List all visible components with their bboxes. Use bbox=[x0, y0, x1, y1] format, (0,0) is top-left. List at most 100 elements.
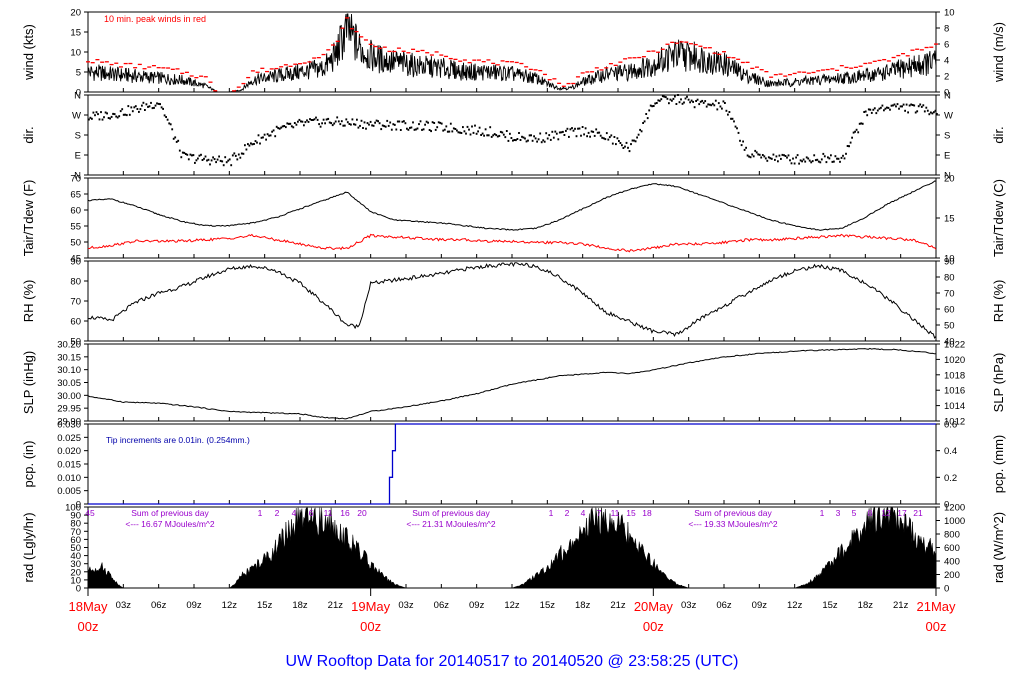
dir-point bbox=[248, 144, 251, 147]
precip-ylabel-left: pcp. (in) bbox=[21, 441, 36, 488]
rad-hour-label: 20 bbox=[357, 508, 367, 518]
dir-point bbox=[271, 130, 273, 133]
rh-ytick-label-left: 80 bbox=[70, 277, 81, 288]
temp-ytick-label-right: 10 bbox=[944, 254, 955, 265]
dir-point bbox=[578, 127, 581, 130]
dir-point bbox=[415, 128, 417, 131]
dir-point bbox=[828, 157, 831, 160]
dir-point bbox=[802, 158, 805, 161]
dir-point bbox=[156, 102, 158, 105]
dir-point bbox=[275, 125, 278, 128]
slp-ytick-label-left: 30.15 bbox=[57, 352, 81, 363]
dir-point bbox=[722, 100, 725, 103]
dir-point bbox=[513, 139, 516, 141]
dir-point bbox=[615, 143, 617, 146]
dir-point bbox=[445, 125, 448, 128]
dir-point bbox=[704, 100, 707, 103]
rad-hour-label: 17 bbox=[897, 508, 907, 518]
rad-ytick-label-right: 200 bbox=[944, 570, 960, 581]
time-axis: 03z 06z 09z 12z 15z 18z 21z 03z 06z 09z 12z 15z 18z 2… bbox=[68, 588, 956, 634]
dir-ytick-label-left: N bbox=[74, 91, 81, 102]
dir-point bbox=[304, 121, 307, 124]
dir-point bbox=[540, 141, 543, 144]
x-tick-label: 15z bbox=[540, 600, 556, 611]
dir-point bbox=[512, 139, 514, 142]
rad-hour-label: 8 bbox=[868, 508, 873, 518]
dir-point bbox=[792, 157, 794, 160]
dir-point bbox=[705, 105, 708, 108]
dir-point bbox=[331, 124, 334, 127]
dir-point bbox=[369, 120, 372, 123]
tair-series-line bbox=[87, 180, 937, 231]
slp-ytick-label-left: 30.20 bbox=[57, 340, 81, 351]
dir-point bbox=[530, 134, 532, 137]
x-tick-label: 03z bbox=[681, 600, 697, 611]
dir-point bbox=[280, 126, 283, 129]
dir-point bbox=[849, 141, 852, 144]
dir-point bbox=[122, 113, 125, 116]
dir-point bbox=[424, 123, 426, 126]
dir-point bbox=[395, 128, 398, 131]
dir-point bbox=[191, 154, 193, 157]
date-label-day: 18May bbox=[68, 599, 108, 614]
dir-point bbox=[216, 158, 219, 161]
dir-point bbox=[345, 118, 348, 121]
dir-point bbox=[711, 102, 714, 105]
wind-ytick-label-right: 0 bbox=[944, 88, 949, 99]
rad-ytick-label-left: 60 bbox=[70, 535, 81, 546]
rh-frame bbox=[87, 260, 937, 342]
dir-point bbox=[627, 146, 629, 149]
x-tick-label: 03z bbox=[398, 600, 414, 611]
dir-point bbox=[725, 109, 728, 112]
dir-point bbox=[181, 151, 184, 154]
dir-point bbox=[310, 119, 313, 121]
dir-point bbox=[383, 125, 386, 128]
dir-point bbox=[124, 113, 127, 116]
dir-point bbox=[716, 108, 719, 111]
dir-point bbox=[104, 111, 107, 114]
dir-point bbox=[253, 143, 255, 145]
dir-point bbox=[509, 132, 511, 135]
dir-point bbox=[340, 120, 343, 123]
dir-point bbox=[150, 101, 152, 104]
dir-point bbox=[933, 111, 935, 114]
dir-point bbox=[236, 158, 239, 161]
dir-point bbox=[607, 138, 610, 141]
dir-point bbox=[406, 127, 408, 130]
dir-point bbox=[749, 156, 752, 159]
slp-ytick-label-right: 1022 bbox=[944, 340, 965, 351]
dir-point bbox=[569, 128, 572, 131]
rad-sum-label: Sum of previous day bbox=[694, 508, 772, 518]
rad-ytick-label-right: 1000 bbox=[944, 516, 965, 527]
dir-point bbox=[301, 120, 304, 123]
dir-point bbox=[219, 159, 222, 162]
dir-point bbox=[827, 156, 829, 159]
dir-point bbox=[95, 111, 98, 114]
rad-sum-label: Sum of previous day bbox=[412, 508, 490, 518]
dir-point bbox=[861, 122, 864, 125]
dir-point bbox=[92, 111, 95, 114]
dir-point bbox=[343, 124, 346, 127]
dir-point bbox=[171, 128, 174, 131]
dir-point bbox=[210, 159, 213, 162]
dir-point bbox=[440, 122, 443, 125]
dir-point bbox=[303, 124, 305, 127]
dir-point bbox=[654, 102, 657, 105]
dir-point bbox=[403, 120, 405, 123]
dir-point bbox=[337, 120, 340, 123]
dir-point bbox=[433, 122, 436, 124]
dir-point bbox=[192, 154, 195, 157]
dir-point bbox=[287, 122, 290, 125]
dir-point bbox=[374, 121, 376, 124]
dir-point bbox=[327, 117, 330, 120]
slp-ylabel-right: SLP (hPa) bbox=[991, 353, 1006, 413]
dir-point bbox=[360, 119, 363, 122]
precip-ytick-label-right: 0.6 bbox=[944, 420, 957, 431]
x-tick-label: 09z bbox=[186, 600, 202, 611]
panel-precip: 0 0.005 0.010 0.015 0.020 0.025 0.030 0 0.2 0.4 0.… bbox=[21, 420, 1006, 511]
dir-point bbox=[767, 156, 770, 159]
dir-point bbox=[655, 102, 658, 104]
panel-wind: 0 5 10 15 20 0 2 4 6 8 10 wind (kts) wind (m/s) 10 mi… bbox=[21, 8, 1006, 99]
dir-point bbox=[422, 128, 425, 131]
dir-point bbox=[147, 105, 149, 108]
